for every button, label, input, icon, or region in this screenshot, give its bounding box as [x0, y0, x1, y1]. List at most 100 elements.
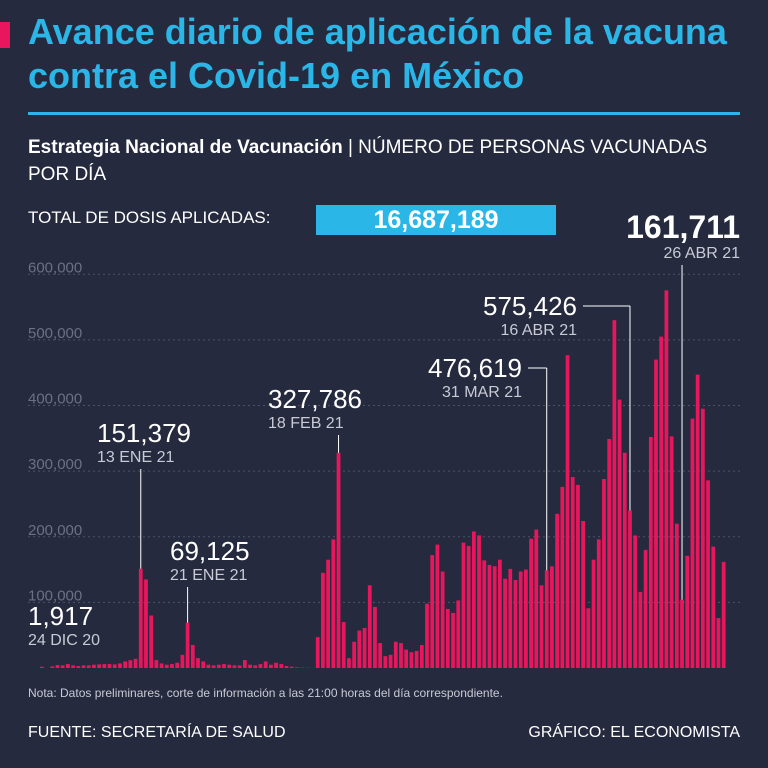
- bar: [544, 570, 549, 668]
- bar: [399, 643, 403, 668]
- bar: [659, 336, 664, 668]
- bar: [503, 578, 507, 668]
- bar: [185, 622, 190, 668]
- source-credit: FUENTE: SECRETARÍA DE SALUD: [28, 724, 286, 741]
- bar: [581, 521, 586, 668]
- bar: [50, 666, 55, 668]
- bar: [211, 665, 216, 668]
- bar: [596, 539, 601, 668]
- bar: [721, 561, 726, 668]
- bar: [196, 658, 200, 668]
- bar: [154, 660, 159, 668]
- bar: [357, 630, 362, 668]
- bar: [456, 600, 461, 668]
- bar: [248, 664, 252, 668]
- bar: [373, 606, 377, 668]
- bar: [638, 591, 643, 668]
- bar: [513, 580, 518, 668]
- bar: [66, 664, 70, 668]
- bar: [81, 665, 86, 668]
- bar: [586, 608, 591, 668]
- subtitle-measure: | NÚMERO DE PERSONAS VACUNADAS POR DÍA: [28, 137, 708, 185]
- bar: [71, 665, 75, 668]
- bar: [477, 535, 481, 668]
- annotation-value: 151,379: [97, 418, 191, 448]
- bar: [367, 585, 372, 668]
- bar: [237, 665, 242, 668]
- bar: [555, 513, 559, 668]
- bar: [175, 662, 180, 668]
- total-doses-label: TOTAL DE DOSIS APLICADAS:: [28, 208, 271, 227]
- bar: [206, 664, 211, 668]
- bar: [591, 559, 596, 668]
- bar: [326, 559, 330, 668]
- title-accent-bar: [0, 22, 10, 48]
- bar: [149, 615, 154, 668]
- bar: [164, 664, 169, 668]
- bar: [461, 542, 466, 668]
- annotation-value: 476,619: [428, 353, 522, 383]
- bar: [92, 664, 96, 668]
- bar: [180, 654, 185, 668]
- bar: [123, 661, 128, 668]
- annotation-value: 161,711: [626, 209, 740, 245]
- bar: [97, 664, 101, 668]
- y-tick-label: 100,000: [28, 587, 82, 604]
- bar: [643, 549, 648, 668]
- bar: [633, 535, 638, 668]
- bar: [695, 374, 700, 668]
- bar: [347, 658, 351, 668]
- bar: [539, 585, 544, 668]
- bar: [242, 660, 247, 668]
- bar: [435, 544, 440, 668]
- bar: [263, 661, 268, 668]
- bar: [700, 408, 705, 668]
- annotation-date: 24 DIC 20: [28, 632, 100, 649]
- bar: [258, 664, 263, 668]
- bar: [425, 603, 429, 668]
- y-tick-label: 600,000: [28, 259, 82, 276]
- bar: [690, 418, 695, 668]
- bar: [388, 654, 393, 668]
- bar: [508, 568, 513, 668]
- bar: [138, 568, 143, 668]
- chart-grid: 100,000 200,000 300,000 400,000 500,000 600,0…: [28, 259, 740, 604]
- bar: [492, 566, 497, 668]
- annotation-date: 18 FEB 21: [268, 415, 344, 432]
- bar: [362, 627, 367, 668]
- annotation-value: 575,426: [483, 291, 577, 321]
- bar: [628, 510, 632, 668]
- bar: [393, 641, 398, 668]
- bar: [565, 355, 570, 668]
- bar: [419, 645, 424, 668]
- bar: [570, 477, 575, 668]
- bar: [321, 572, 325, 668]
- bar: [60, 665, 65, 668]
- bar: [118, 663, 122, 668]
- bar: [216, 664, 221, 668]
- bar: [711, 546, 716, 668]
- bar: [227, 664, 232, 668]
- y-tick-label: 400,000: [28, 391, 82, 408]
- bar: [685, 555, 690, 668]
- annotation-value: 69,125: [170, 536, 250, 566]
- annotation-date: 13 ENE 21: [97, 449, 174, 466]
- bar: [336, 452, 341, 668]
- y-tick-label: 300,000: [28, 456, 82, 473]
- bar: [617, 399, 622, 668]
- bar: [706, 480, 710, 668]
- bar: [518, 571, 523, 668]
- bar: [669, 436, 674, 668]
- bar: [560, 486, 565, 668]
- bar: [445, 608, 450, 668]
- bar: [524, 569, 528, 668]
- bar: [284, 666, 289, 668]
- bar: [529, 538, 533, 668]
- bar: [654, 359, 658, 668]
- bar: [414, 650, 419, 668]
- bar: [612, 320, 617, 668]
- bar: [383, 656, 388, 668]
- subtitle-strategy: Estrategia Nacional de Vacunación: [28, 137, 343, 158]
